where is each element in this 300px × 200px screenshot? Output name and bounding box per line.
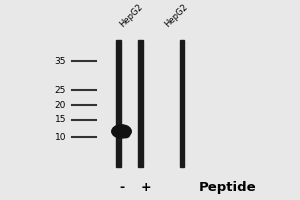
Text: 25: 25 (55, 86, 66, 95)
Bar (180, 40, 184, 167)
Ellipse shape (112, 125, 131, 138)
Text: HepG2: HepG2 (163, 2, 190, 29)
Text: HepG2: HepG2 (118, 2, 145, 29)
Text: 35: 35 (55, 57, 66, 66)
Text: 15: 15 (55, 115, 66, 124)
Text: 10: 10 (55, 133, 66, 142)
Bar (116, 40, 121, 167)
Ellipse shape (123, 132, 129, 138)
Bar (138, 40, 142, 167)
Text: +: + (140, 181, 151, 194)
Text: Peptide: Peptide (199, 181, 257, 194)
Text: 20: 20 (55, 101, 66, 110)
Text: -: - (119, 181, 124, 194)
